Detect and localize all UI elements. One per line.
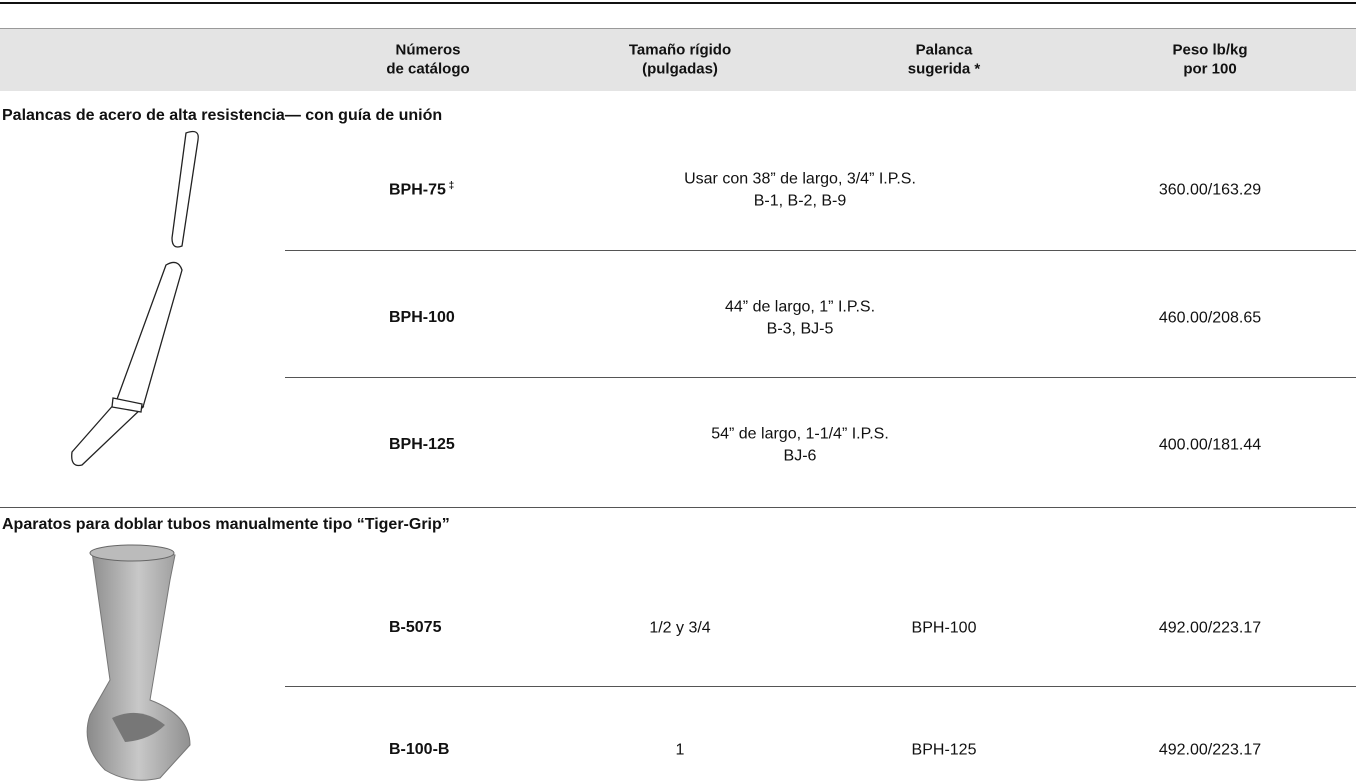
weight: 360.00/163.29 (1158, 181, 1262, 199)
header-label: sugerida * (907, 60, 981, 78)
row-divider (285, 250, 1356, 251)
row-divider (285, 686, 1356, 687)
header-label: (pulgadas) (642, 60, 718, 78)
suggested-lever: BPH-100 (911, 619, 977, 637)
footnote-mark: ‡ (445, 180, 455, 192)
section-divider (0, 507, 1356, 508)
header-band (0, 28, 1356, 91)
rigid-size: 1 (675, 741, 685, 759)
description: Usar con 38” de largo, 3/4” I.P.S. (684, 170, 916, 188)
suggested-lever: BPH-125 (911, 741, 977, 759)
header-label: Números (395, 41, 461, 59)
weight: 460.00/208.65 (1158, 309, 1262, 327)
row-divider (285, 377, 1356, 378)
header-label: Peso lb/kg (1172, 41, 1248, 59)
weight: 492.00/223.17 (1158, 619, 1262, 637)
catalog-number: B-100-B (389, 741, 450, 758)
section-title: Aparatos para doblar tubos manualmente t… (2, 516, 450, 533)
header-label: de catálogo (386, 60, 470, 78)
catalog-number: BPH-75 ‡ (389, 180, 455, 199)
weight: 492.00/223.17 (1158, 741, 1262, 759)
description: B-1, B-2, B-9 (753, 192, 847, 210)
weight: 400.00/181.44 (1158, 436, 1262, 454)
catalog-number: B-5075 (389, 619, 442, 636)
top-rule (0, 2, 1356, 4)
header-label: Tamaño rígido (628, 41, 732, 59)
pipe-illustration (71, 130, 199, 467)
bender-illustration (86, 544, 191, 781)
description: 54” de largo, 1-1/4” I.P.S. (711, 425, 889, 443)
section-title: Palancas de acero de alta resistencia— c… (2, 107, 443, 124)
rigid-size: 1/2 y 3/4 (649, 619, 711, 637)
description: B-3, BJ-5 (766, 320, 834, 338)
header-label: por 100 (1183, 60, 1237, 78)
catalog-number: BPH-100 (389, 309, 455, 326)
description: 44” de largo, 1” I.P.S. (724, 298, 876, 316)
header-label: Palanca (915, 41, 973, 59)
description: BJ-6 (783, 447, 817, 465)
catalog-number: BPH-125 (389, 436, 455, 453)
